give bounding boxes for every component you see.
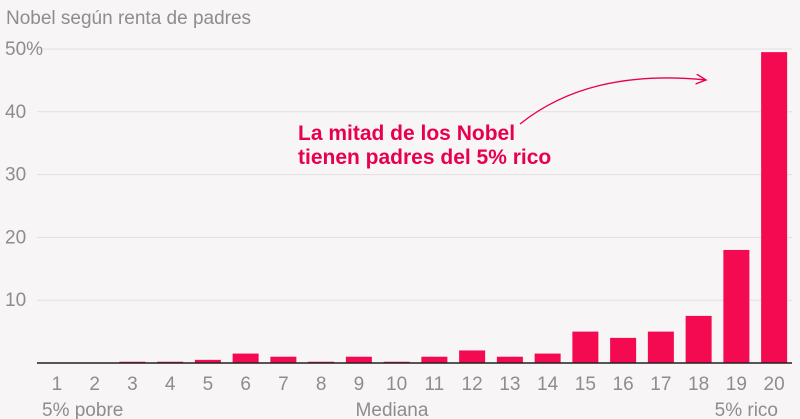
bar [194, 359, 221, 363]
x-tick-label: 13 [499, 374, 520, 395]
bar [496, 356, 523, 363]
grid-lines [37, 48, 792, 301]
y-tick-label: 30 [5, 165, 26, 186]
x-tick-label: 10 [386, 374, 407, 395]
x-tick-label: 7 [278, 374, 289, 395]
x-tick-label: 4 [165, 374, 176, 395]
x-axis-ticks: 1 2 3 4 5 6 7 8 9 10 11 12 13 14 15 16 17 18 19 20 [52, 374, 785, 395]
bar [421, 356, 448, 363]
x-group-label-center: Mediana [356, 400, 429, 419]
bar [534, 353, 561, 363]
x-tick-label: 5 [203, 374, 214, 395]
x-group-label-right: 5% rico [715, 400, 778, 419]
bar [647, 331, 674, 363]
annotation-line-2: tienen padres del 5% rico [298, 146, 551, 169]
x-tick-label: 3 [127, 374, 138, 395]
bar [723, 249, 750, 363]
x-group-label-left: 5% pobre [42, 400, 123, 419]
annotation-line-1: La mitad de los Nobel [298, 122, 515, 145]
bar [610, 337, 637, 363]
bar [270, 356, 297, 363]
bar [685, 315, 712, 363]
x-tick-label: 8 [316, 374, 327, 395]
x-tick-label: 16 [613, 374, 634, 395]
x-tick-label: 18 [688, 374, 709, 395]
annotation-arrow [519, 78, 706, 125]
bar [345, 356, 372, 363]
bar [459, 350, 486, 363]
bars [119, 52, 788, 364]
y-tick-label: 50% [5, 39, 43, 60]
x-tick-label: 9 [354, 374, 365, 395]
x-tick-label: 17 [650, 374, 671, 395]
x-tick-label: 6 [240, 374, 251, 395]
bar [761, 52, 788, 363]
x-tick-label: 14 [537, 374, 559, 395]
x-tick-label: 11 [425, 374, 445, 395]
x-tick-label: 2 [89, 374, 100, 395]
x-tick-label: 20 [764, 374, 785, 395]
y-axis-ticks: 10 20 30 40 50% [5, 39, 43, 311]
x-tick-label: 15 [575, 374, 596, 395]
bar [572, 331, 599, 363]
chart-title: Nobel según renta de padres [6, 8, 251, 29]
y-tick-label: 20 [5, 227, 26, 248]
bar [232, 353, 259, 363]
x-tick-label: 19 [726, 374, 747, 395]
y-tick-label: 40 [5, 102, 26, 123]
x-tick-label: 12 [462, 374, 483, 395]
y-tick-label: 10 [5, 290, 26, 311]
x-tick-label: 1 [52, 374, 63, 395]
